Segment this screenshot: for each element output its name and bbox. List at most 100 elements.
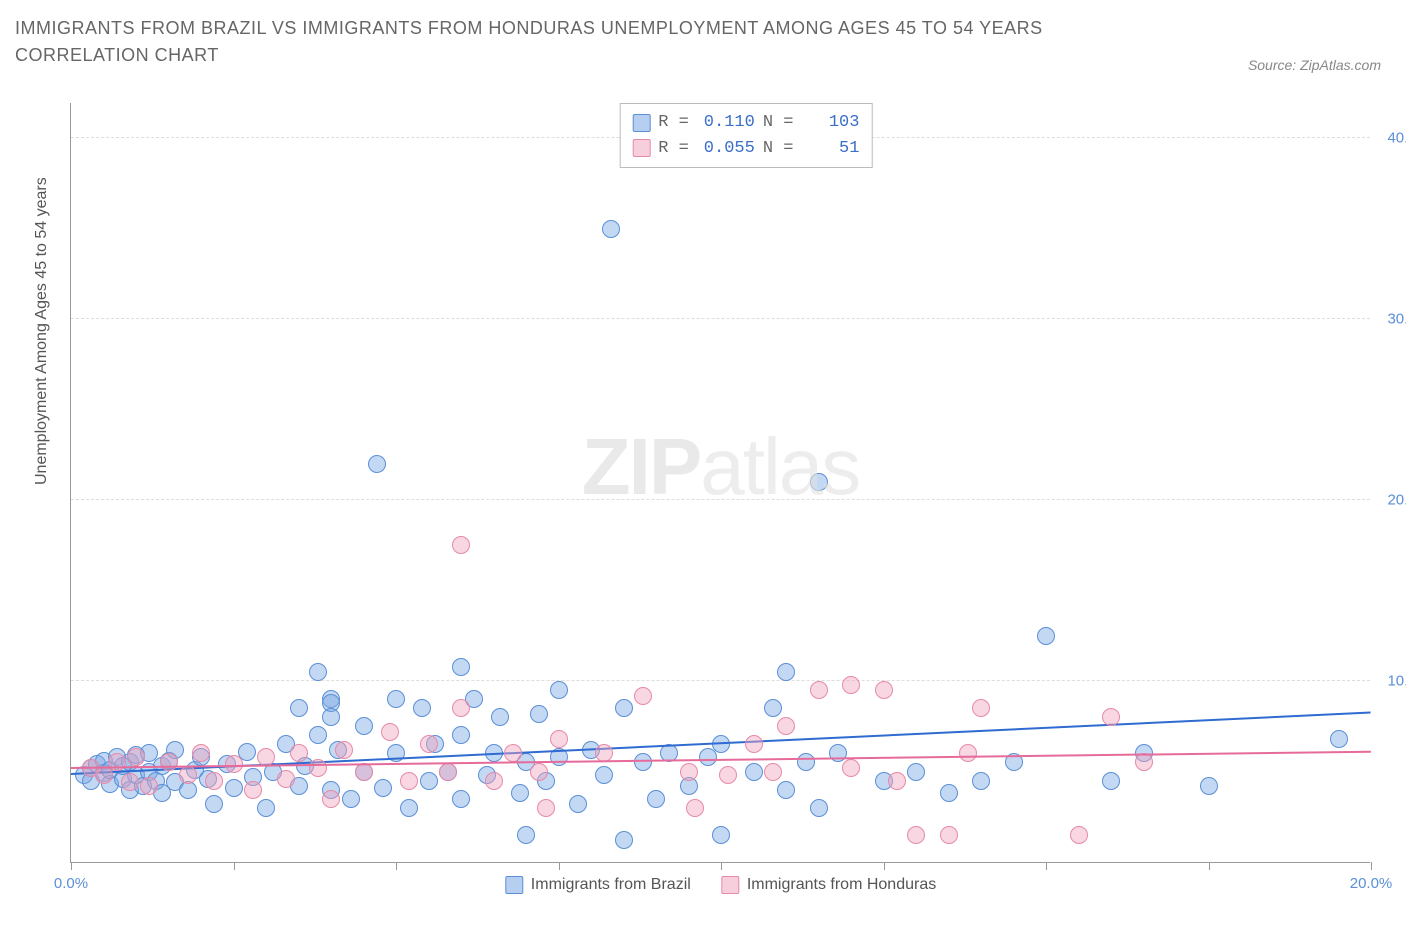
- data-point-honduras: [108, 753, 126, 771]
- data-point-honduras: [888, 772, 906, 790]
- data-point-honduras: [452, 536, 470, 554]
- data-point-honduras: [257, 748, 275, 766]
- legend-item-brazil: Immigrants from Brazil: [505, 876, 691, 894]
- data-point-brazil: [511, 784, 529, 802]
- data-point-honduras: [335, 741, 353, 759]
- x-tick: [1046, 862, 1047, 870]
- x-tick: [1371, 862, 1372, 870]
- data-point-brazil: [257, 799, 275, 817]
- data-point-brazil: [452, 726, 470, 744]
- data-point-honduras: [322, 790, 340, 808]
- data-point-brazil: [615, 699, 633, 717]
- y-tick-label: 20.0%: [1375, 492, 1406, 509]
- x-tick: [559, 862, 560, 870]
- data-point-brazil: [420, 772, 438, 790]
- data-point-honduras: [205, 772, 223, 790]
- data-point-brazil: [225, 779, 243, 797]
- data-point-honduras: [686, 799, 704, 817]
- data-point-honduras: [439, 763, 457, 781]
- legend-stats-row-brazil: R = 0.110 N = 103: [632, 110, 859, 136]
- data-point-brazil: [615, 831, 633, 849]
- data-point-honduras: [745, 735, 763, 753]
- data-point-brazil: [810, 473, 828, 491]
- data-point-brazil: [764, 699, 782, 717]
- data-point-brazil: [309, 726, 327, 744]
- data-point-brazil: [569, 795, 587, 813]
- data-point-honduras: [1135, 753, 1153, 771]
- watermark-thin: atlas: [700, 422, 859, 511]
- gridline: [71, 499, 1370, 500]
- x-tick: [234, 862, 235, 870]
- data-point-honduras: [634, 687, 652, 705]
- data-point-brazil: [595, 766, 613, 784]
- data-point-brazil: [647, 790, 665, 808]
- data-point-brazil: [368, 455, 386, 473]
- stat-n-honduras: 51: [801, 136, 859, 162]
- legend-label-honduras: Immigrants from Honduras: [747, 876, 936, 894]
- data-point-honduras: [381, 723, 399, 741]
- data-point-brazil: [290, 699, 308, 717]
- data-point-brazil: [712, 826, 730, 844]
- y-tick-label: 10.0%: [1375, 673, 1406, 690]
- data-point-brazil: [1037, 627, 1055, 645]
- data-point-honduras: [179, 766, 197, 784]
- data-point-brazil: [602, 220, 620, 238]
- data-point-brazil: [517, 826, 535, 844]
- watermark-bold: ZIP: [582, 422, 700, 511]
- data-point-honduras: [842, 759, 860, 777]
- plot-area: ZIPatlas R = 0.110 N = 103 R = 0.055 N =…: [70, 103, 1370, 863]
- data-point-honduras: [972, 699, 990, 717]
- data-point-honduras: [719, 766, 737, 784]
- data-point-brazil: [309, 663, 327, 681]
- data-point-brazil: [452, 658, 470, 676]
- gridline: [71, 318, 1370, 319]
- data-point-honduras: [277, 770, 295, 788]
- data-point-honduras: [121, 773, 139, 791]
- data-point-brazil: [387, 690, 405, 708]
- data-point-honduras: [192, 744, 210, 762]
- data-point-honduras: [160, 753, 178, 771]
- source-attribution: Source: ZipAtlas.com: [1248, 57, 1381, 73]
- data-point-brazil: [829, 744, 847, 762]
- data-point-honduras: [810, 681, 828, 699]
- correlation-chart: IMMIGRANTS FROM BRAZIL VS IMMIGRANTS FRO…: [15, 15, 1391, 915]
- x-tick: [396, 862, 397, 870]
- data-point-honduras: [140, 777, 158, 795]
- data-point-honduras: [485, 772, 503, 790]
- y-axis-label: Unemployment Among Ages 45 to 54 years: [33, 177, 51, 485]
- data-point-brazil: [205, 795, 223, 813]
- stat-r-label: R =: [658, 110, 689, 136]
- data-point-brazil: [342, 790, 360, 808]
- data-point-honduras: [1102, 708, 1120, 726]
- data-point-brazil: [530, 705, 548, 723]
- data-point-honduras: [907, 826, 925, 844]
- swatch-honduras-icon: [721, 876, 739, 894]
- data-point-brazil: [972, 772, 990, 790]
- gridline: [71, 680, 1370, 681]
- data-point-honduras: [537, 799, 555, 817]
- data-point-brazil: [810, 799, 828, 817]
- data-point-brazil: [413, 699, 431, 717]
- data-point-honduras: [875, 681, 893, 699]
- data-point-honduras: [1070, 826, 1088, 844]
- data-point-honduras: [842, 676, 860, 694]
- swatch-honduras-icon: [632, 139, 650, 157]
- data-point-brazil: [452, 790, 470, 808]
- legend-stats-box: R = 0.110 N = 103 R = 0.055 N = 51: [619, 103, 872, 168]
- stat-n-label: N =: [763, 136, 794, 162]
- data-point-brazil: [374, 779, 392, 797]
- data-point-honduras: [530, 763, 548, 781]
- data-point-brazil: [797, 753, 815, 771]
- data-point-honduras: [420, 735, 438, 753]
- data-point-honduras: [764, 763, 782, 781]
- data-point-brazil: [777, 781, 795, 799]
- data-point-honduras: [309, 759, 327, 777]
- data-point-brazil: [491, 708, 509, 726]
- stat-r-brazil: 0.110: [697, 110, 755, 136]
- data-point-honduras: [680, 763, 698, 781]
- data-point-honduras: [550, 730, 568, 748]
- legend-bottom: Immigrants from Brazil Immigrants from H…: [505, 876, 936, 894]
- data-point-honduras: [959, 744, 977, 762]
- x-tick-label: 0.0%: [54, 875, 88, 892]
- x-tick: [721, 862, 722, 870]
